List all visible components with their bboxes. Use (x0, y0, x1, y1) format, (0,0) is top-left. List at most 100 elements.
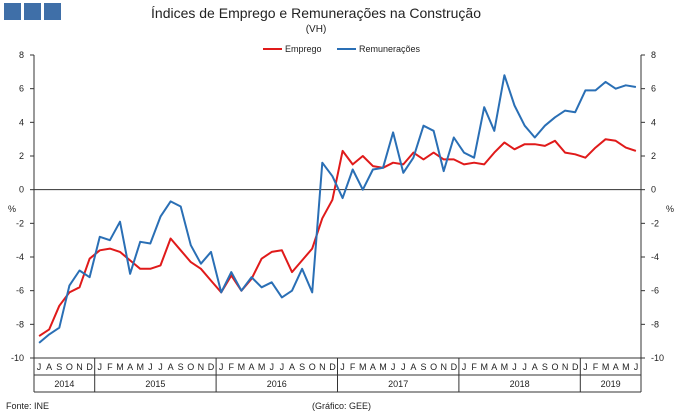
x-tick-label-month: A (249, 362, 255, 372)
x-tick-label-month: J (462, 362, 467, 372)
x-tick-label-month: O (187, 362, 194, 372)
logo-block (44, 3, 61, 20)
y-tick-label-left: 4 (19, 117, 24, 127)
x-tick-label-month: F (107, 362, 113, 372)
x-tick-label-month: S (299, 362, 305, 372)
x-tick-label-month: M (501, 362, 509, 372)
x-tick-label-month: M (116, 362, 124, 372)
logo-block (24, 3, 41, 20)
x-tick-label-month: O (309, 362, 316, 372)
x-tick-label-month: A (491, 362, 497, 372)
y-tick-label-right: -8 (651, 319, 659, 329)
x-tick-label-month: D (86, 362, 93, 372)
x-tick-label-month: J (340, 362, 345, 372)
y-tick-label-right: -2 (651, 218, 659, 228)
y-tick-label-left: 0 (19, 185, 24, 195)
x-tick-label-month: J (158, 362, 163, 372)
x-tick-label-month: A (410, 362, 416, 372)
x-tick-label-month: J (98, 362, 103, 372)
y-tick-label-right: -4 (651, 252, 659, 262)
y-tick-label-right: 0 (651, 185, 656, 195)
x-tick-label-month: N (198, 362, 205, 372)
y-tick-label-right: -10 (651, 353, 664, 363)
x-tick-label-month: A (46, 362, 52, 372)
x-tick-label-month: D (451, 362, 458, 372)
x-tick-label-year: 2018 (510, 379, 530, 389)
x-tick-label-month: N (76, 362, 83, 372)
source-note: Fonte: INE (6, 401, 49, 411)
series-line-emprego (38, 138, 637, 337)
x-tick-label-month: A (370, 362, 376, 372)
x-tick-label-month: J (269, 362, 274, 372)
chart-subtitle: (VH) (306, 24, 327, 35)
y-tick-label-right: 4 (651, 117, 656, 127)
legend-label-remuneracoes: Remunerações (359, 44, 421, 54)
y-tick-label-right: -6 (651, 286, 659, 296)
x-tick-label-month: J (37, 362, 42, 372)
legend-label-emprego: Emprego (285, 44, 322, 54)
x-tick-label-month: D (329, 362, 336, 372)
y-axis-label-left: % (8, 204, 16, 214)
x-tick-label-month: N (440, 362, 447, 372)
x-tick-label-month: S (178, 362, 184, 372)
y-tick-label-left: -8 (16, 319, 24, 329)
x-tick-label-year: 2017 (388, 379, 408, 389)
x-tick-label-month: M (238, 362, 246, 372)
x-tick-label-month: J (148, 362, 153, 372)
x-tick-label-month: F (471, 362, 477, 372)
y-tick-label-right: 2 (651, 151, 656, 161)
x-tick-label-month: J (219, 362, 224, 372)
x-tick-label-month: D (572, 362, 579, 372)
x-tick-label-month: N (562, 362, 569, 372)
y-tick-label-left: 8 (19, 50, 24, 60)
y-tick-label-right: 8 (651, 50, 656, 60)
y-tick-label-right: 6 (651, 84, 656, 94)
x-tick-label-month: S (56, 362, 62, 372)
credit-note: (Gráfico: GEE) (312, 401, 371, 411)
x-tick-label-month: S (420, 362, 426, 372)
x-tick-label-month: O (430, 362, 437, 372)
x-tick-label-month: M (480, 362, 488, 372)
x-tick-label-month: M (258, 362, 266, 372)
x-tick-label-year: 2019 (601, 379, 621, 389)
x-tick-label-year: 2015 (145, 379, 165, 389)
y-tick-label-left: 6 (19, 84, 24, 94)
y-axis-label-right: % (666, 204, 674, 214)
axes: -10 -10 -8 -8 -6 -6 -4 -4 -2 -2 0 0 2 2 4 4 6 6 8 8 (11, 50, 664, 392)
x-tick-label-month: N (319, 362, 326, 372)
x-tick-label-month: J (280, 362, 285, 372)
x-tick-label-month: A (289, 362, 295, 372)
x-tick-label-month: M (136, 362, 144, 372)
x-tick-label-month: J (634, 362, 639, 372)
x-tick-label-month: J (391, 362, 396, 372)
x-tick-label-month: A (127, 362, 133, 372)
x-tick-label-month: M (359, 362, 367, 372)
x-tick-label-month: M (379, 362, 387, 372)
x-tick-label-month: A (168, 362, 174, 372)
brand-logo (4, 3, 61, 20)
x-tick-label-year: 2014 (54, 379, 74, 389)
chart-title: Índices de Emprego e Remunerações na Con… (151, 5, 481, 21)
x-tick-label-month: O (552, 362, 559, 372)
x-tick-label-month: M (622, 362, 630, 372)
x-tick-label-month: A (613, 362, 619, 372)
x-tick-label-month: J (512, 362, 517, 372)
x-tick-label-month: J (401, 362, 406, 372)
y-tick-label-left: -6 (16, 286, 24, 296)
x-tick-label-year: 2016 (267, 379, 287, 389)
x-tick-label-month: F (593, 362, 599, 372)
legend: Emprego Remunerações (263, 44, 421, 54)
y-tick-label-left: -10 (11, 353, 24, 363)
x-tick-label-month: D (208, 362, 215, 372)
logo-block (4, 3, 21, 20)
x-tick-label-month: J (583, 362, 588, 372)
y-tick-label-left: -4 (16, 252, 24, 262)
x-tick-label-month: O (66, 362, 73, 372)
y-tick-label-left: 2 (19, 151, 24, 161)
y-tick-label-left: -2 (16, 218, 24, 228)
x-tick-label-month: J (522, 362, 527, 372)
x-tick-label-month: M (602, 362, 610, 372)
series-lines (38, 74, 637, 344)
